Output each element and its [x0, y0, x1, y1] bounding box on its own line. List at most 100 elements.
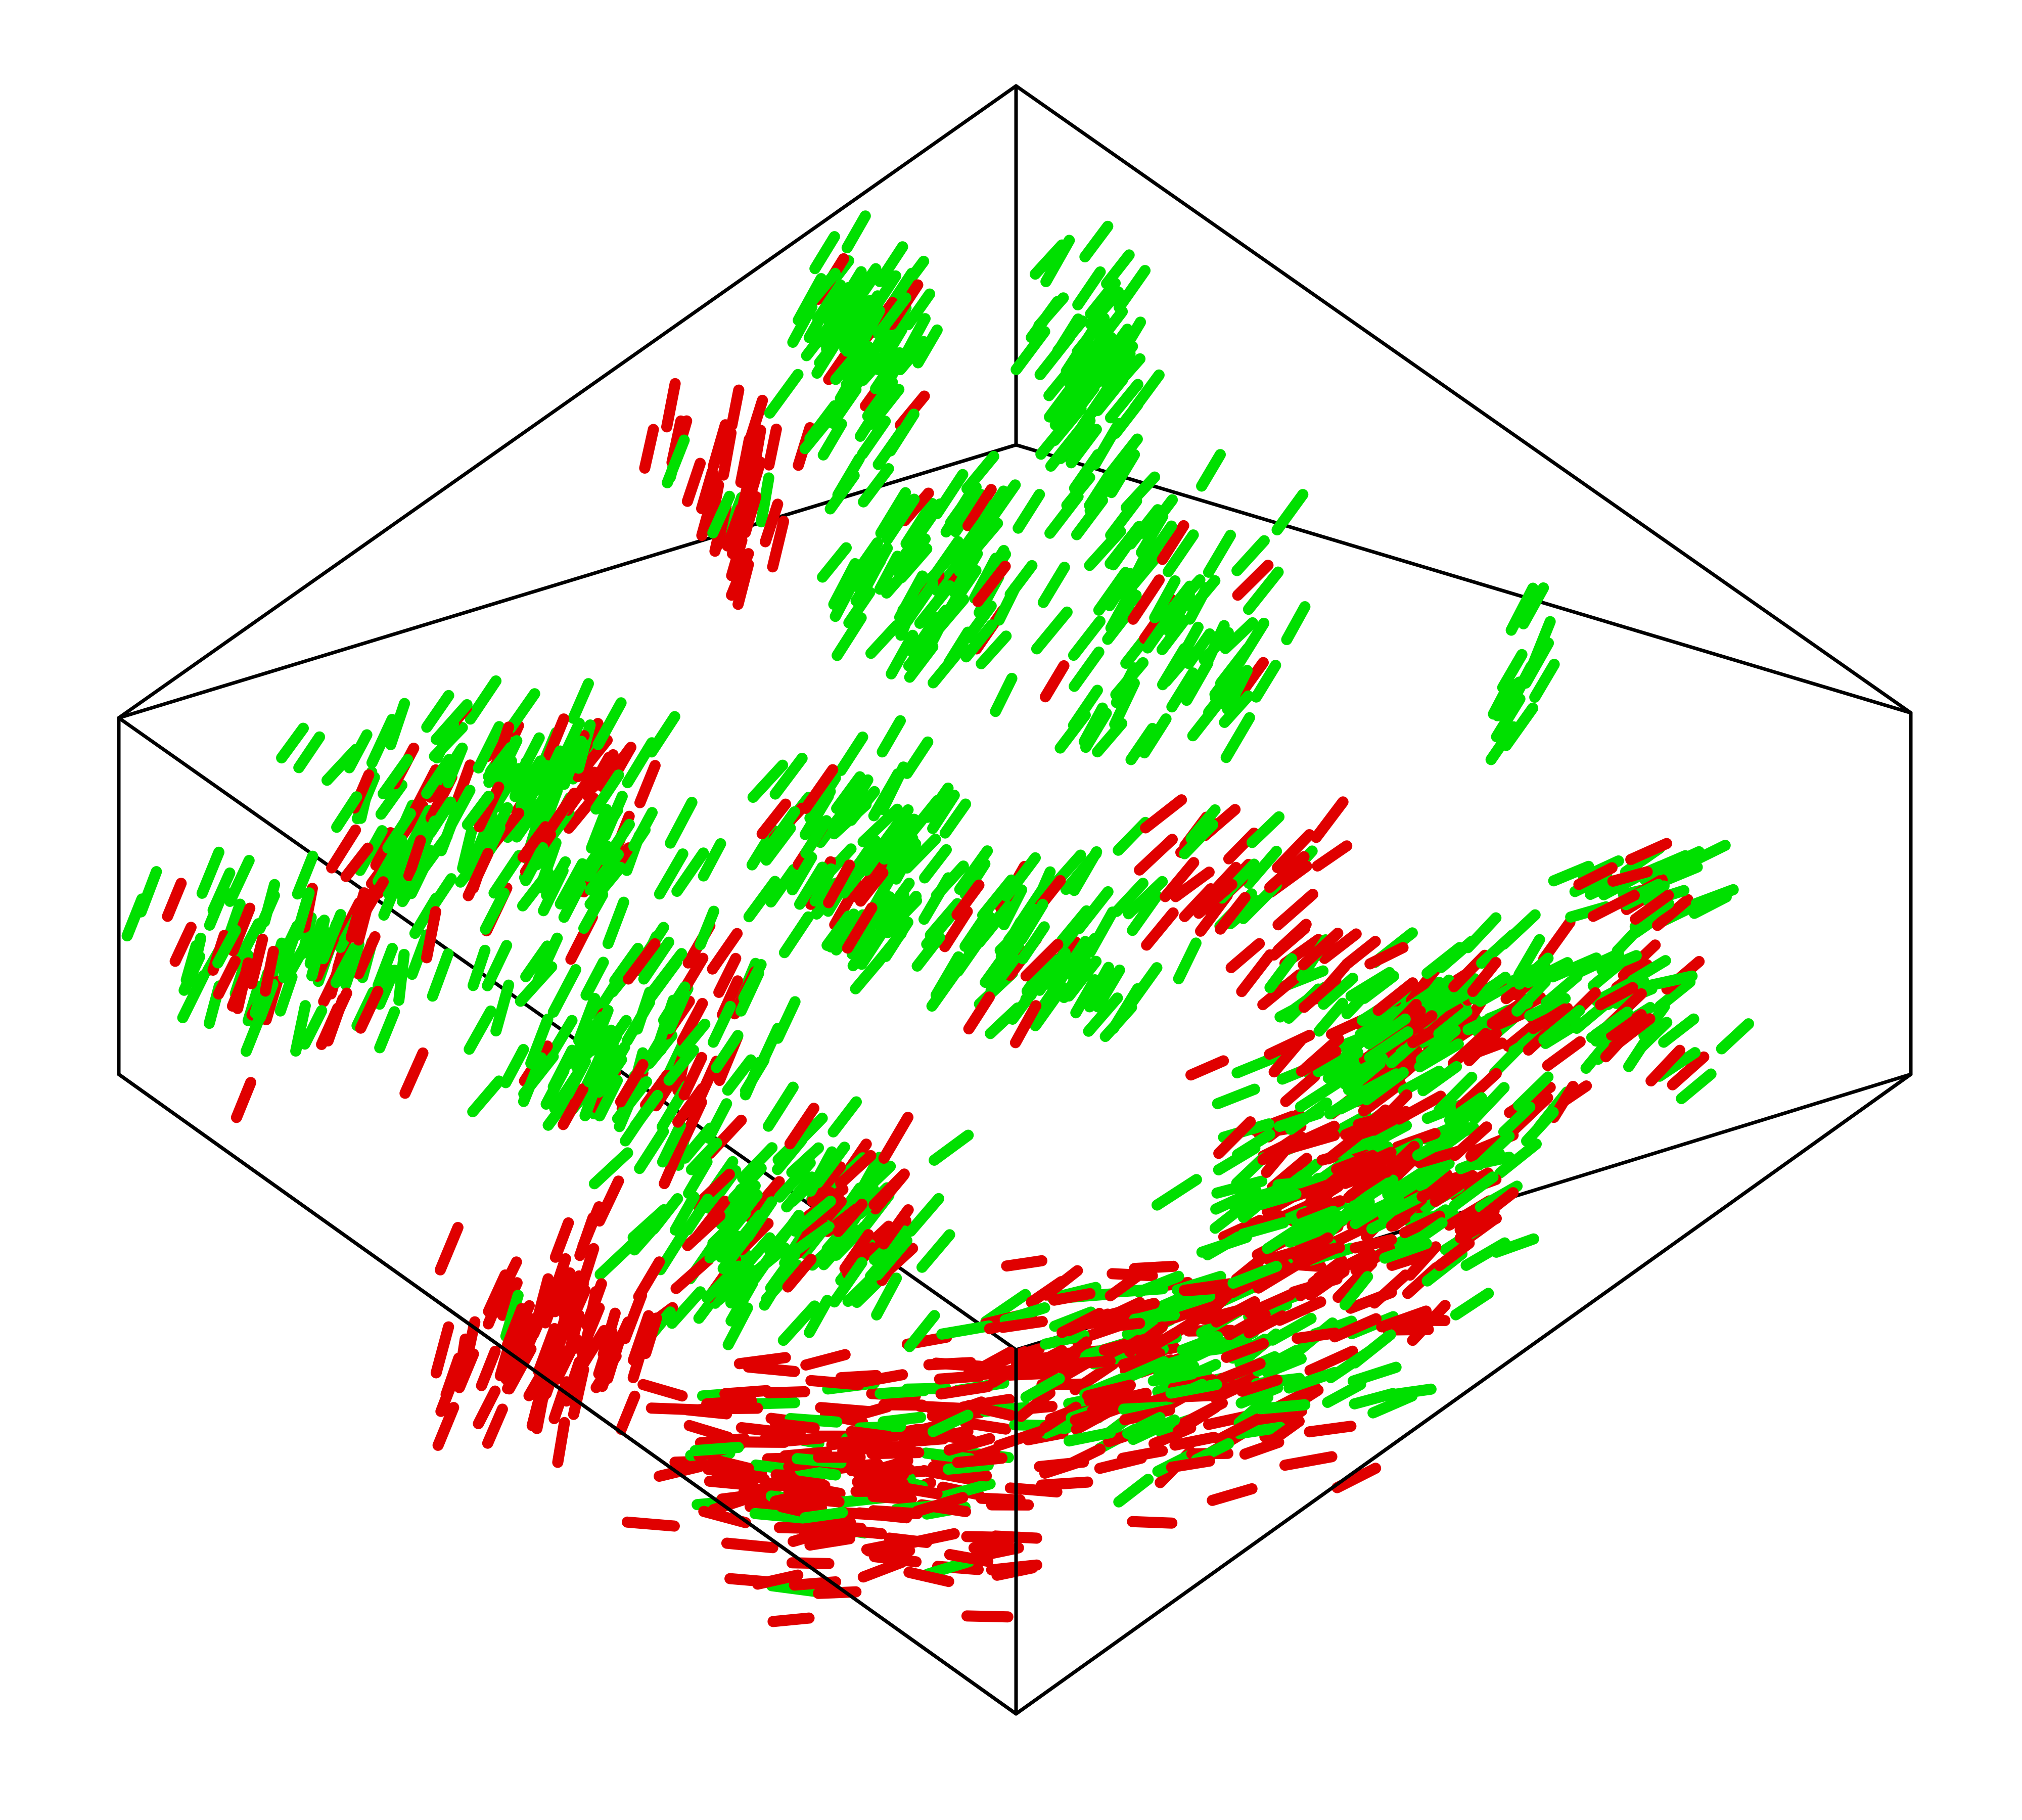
rod-red [213, 956, 241, 1000]
rod-red [526, 1377, 549, 1431]
rod-green [1571, 948, 1624, 979]
rod-red [868, 1505, 923, 1519]
rod-green [212, 924, 241, 969]
rod-green [579, 1066, 607, 1121]
rod-red [1236, 1374, 1283, 1397]
rod-red [806, 1517, 856, 1531]
rod-green [671, 847, 709, 897]
rod-green [829, 799, 872, 840]
rod-green [224, 855, 255, 907]
rod-green [1112, 316, 1146, 367]
rod-green [831, 771, 866, 814]
rod-green [839, 299, 872, 341]
rod-red [450, 759, 476, 810]
rod-green [827, 384, 862, 429]
rod-green [1476, 929, 1519, 969]
rod-green [940, 487, 976, 538]
rod-green [582, 840, 613, 882]
rod-green [763, 1081, 799, 1132]
rod-red [1224, 1309, 1271, 1341]
rod-green [1181, 657, 1214, 706]
rod-red [1455, 1068, 1502, 1112]
rod-green [872, 425, 907, 470]
rod-green [870, 347, 905, 394]
rod-red [1463, 1028, 1502, 1066]
rod-green [1444, 1092, 1487, 1126]
rod-red [681, 1404, 732, 1420]
rod-green [382, 808, 416, 854]
rod-red [672, 1083, 708, 1128]
rod-green [468, 944, 491, 991]
rod-green [1133, 1270, 1184, 1298]
rod-red [1608, 1013, 1656, 1052]
rod-green [1003, 903, 1038, 946]
rod-red [800, 1349, 851, 1371]
rod-green [985, 1002, 1024, 1039]
rod-green [795, 1465, 841, 1481]
rod-green [580, 957, 609, 1001]
rod-green [1322, 1379, 1366, 1408]
rod-red [1399, 1210, 1445, 1239]
rod-green [877, 715, 906, 758]
rod-green [832, 453, 865, 500]
rod-green [829, 1257, 867, 1308]
rod-green [1095, 306, 1128, 346]
rod-red [952, 1452, 1008, 1468]
rod-red [744, 1176, 785, 1222]
rod-red [1026, 1276, 1067, 1308]
rod-red [903, 1567, 954, 1587]
rod-green [1034, 949, 1070, 996]
rod-red [813, 1586, 862, 1599]
rod-green [1125, 722, 1158, 765]
rod-red [1253, 1260, 1300, 1294]
rod-green [292, 850, 318, 900]
rod-green [1068, 616, 1106, 661]
rod-red [1105, 1268, 1146, 1302]
rod-green [882, 493, 920, 545]
rod-green [1363, 1013, 1411, 1050]
rod-red [962, 484, 997, 531]
rod-red [528, 1291, 556, 1340]
rod-green [929, 1129, 974, 1166]
rod-green [690, 1442, 744, 1457]
rod-green [747, 759, 789, 803]
rod-green [1233, 1422, 1286, 1439]
rod-red [1296, 1195, 1346, 1220]
rod-green [1119, 1356, 1170, 1385]
rod-green [1460, 1237, 1510, 1271]
rod-green [1139, 713, 1172, 759]
rod-red [695, 1433, 750, 1448]
rod-green [931, 553, 968, 597]
rod-green [874, 241, 908, 287]
rod-green [1339, 1271, 1373, 1310]
rod-red [576, 1302, 605, 1357]
rod-red [681, 458, 706, 507]
rod-green [1382, 1167, 1428, 1200]
rod-green [704, 1231, 744, 1263]
rod-green [669, 1191, 700, 1236]
rod-red [1272, 829, 1315, 874]
rod-red [654, 1461, 706, 1482]
rod-green [1209, 1195, 1256, 1234]
rod-green [990, 672, 1018, 717]
box-edge-front-bottom-left [117, 1072, 1018, 1716]
rod-red [590, 1350, 622, 1393]
rod-red [959, 1417, 1012, 1435]
rod-green [663, 1044, 699, 1086]
rod-green [1636, 1017, 1673, 1053]
rod-green [1064, 1427, 1116, 1447]
rod-red [1134, 834, 1178, 876]
rod-red [543, 788, 580, 836]
rod-red [573, 1325, 610, 1376]
rod-green [728, 1162, 767, 1204]
rod-green [317, 918, 342, 965]
rod-green [1113, 1474, 1154, 1508]
rod-green [1255, 1399, 1311, 1415]
rod-green [764, 369, 804, 419]
rod-red [540, 1345, 567, 1399]
rod-red [1040, 660, 1070, 703]
rod-red [1124, 1321, 1168, 1357]
rod-green [1349, 1329, 1396, 1369]
rod-green [789, 1196, 836, 1237]
rod-red [770, 1418, 820, 1434]
